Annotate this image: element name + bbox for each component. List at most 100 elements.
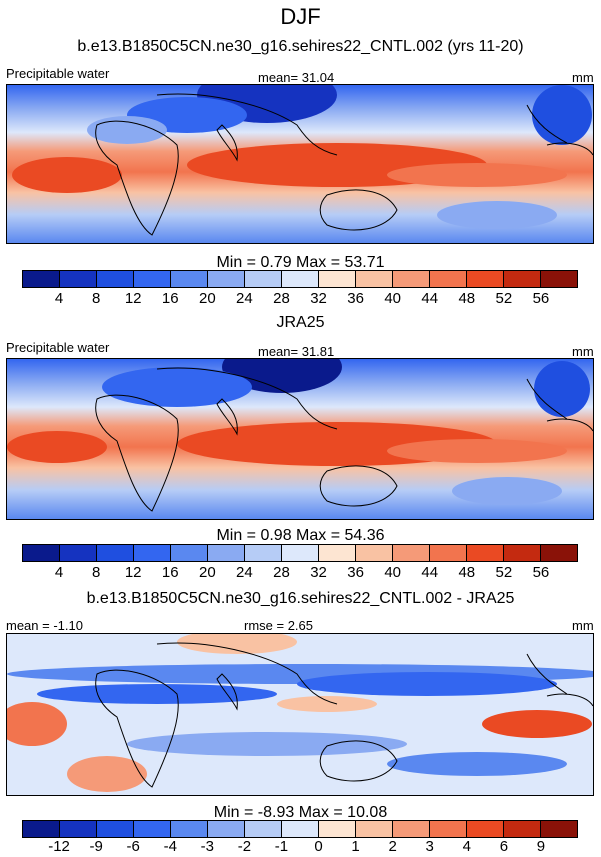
panel2-dry-asia <box>102 367 252 407</box>
colorbar-box <box>23 545 60 561</box>
colorbar-box <box>356 545 393 561</box>
panel2-dry-southpac <box>452 477 562 505</box>
panel3-coast-asia <box>156 642 338 705</box>
colorbar-tick-label: 2 <box>388 838 397 855</box>
colorbar-box <box>430 821 467 837</box>
colorbar-box <box>356 271 393 287</box>
colorbar-tick-label: 12 <box>124 564 142 581</box>
colorbar-tick-label: -12 <box>48 838 70 855</box>
colorbar-box <box>356 821 393 837</box>
colorbar-tick-label: 32 <box>310 564 327 581</box>
panel1-dry-sahara <box>87 116 167 144</box>
colorbar-tick-label: -2 <box>237 838 252 855</box>
panel3-neg-band-south <box>127 732 407 756</box>
panel2-coast-asia <box>156 367 338 430</box>
colorbar-tick-label: 1 <box>351 838 360 855</box>
colorbar-tick-label: 6 <box>499 838 509 855</box>
colorbar-box <box>282 545 319 561</box>
panel2-wet-africa <box>7 431 107 463</box>
panel1-dry-samerica <box>532 85 592 145</box>
panel2-wet-spcz <box>387 439 567 463</box>
panel1-mean-label: mean= 31.04 <box>258 70 335 85</box>
panel3-pos-arctic <box>177 634 297 654</box>
panel3-coast-africa <box>95 669 179 788</box>
panel3-title: b.e13.B1850C5CN.ne30_g16.sehires22_CNTL.… <box>86 590 515 607</box>
colorbar-box <box>97 821 134 837</box>
panel1-coast-africa <box>95 120 179 236</box>
panel1-colorbar-ticks: 4 8 12 16 20 24 28 32 36 40 44 48 52 56 <box>22 290 578 308</box>
colorbar-box <box>208 271 245 287</box>
colorbar-box <box>134 821 171 837</box>
colorbar-box <box>541 821 577 837</box>
colorbar-tick-label: 36 <box>347 290 364 307</box>
colorbar-tick-label: 56 <box>532 290 550 307</box>
colorbar-box <box>541 545 577 561</box>
colorbar-box <box>245 821 282 837</box>
panel3-colorbar <box>22 820 578 838</box>
colorbar-box <box>504 821 541 837</box>
panel1-wet-spcz <box>387 163 567 187</box>
colorbar-tick-label: -9 <box>89 838 103 855</box>
panel1-dry-southpac <box>437 201 557 229</box>
colorbar-box <box>171 821 208 837</box>
colorbar-box <box>504 545 541 561</box>
panel2-mean-label: mean= 31.81 <box>258 344 335 359</box>
colorbar-tick-label: 8 <box>91 564 101 581</box>
colorbar-box <box>134 271 171 287</box>
colorbar-box <box>245 545 282 561</box>
panel1-title: b.e13.B1850C5CN.ne30_g16.sehires22_CNTL.… <box>77 38 524 55</box>
colorbar-box <box>171 271 208 287</box>
colorbar-tick-label: 12 <box>124 290 142 307</box>
colorbar-box <box>467 821 504 837</box>
panel2-dry-tibet <box>222 359 342 393</box>
colorbar-tick-label: 4 <box>462 838 471 855</box>
colorbar-tick-label: 24 <box>236 290 253 307</box>
panel2-colorbar-ticks: 4 8 12 16 20 24 28 32 36 40 44 48 52 56 <box>22 564 578 582</box>
panel1-map <box>6 84 594 244</box>
colorbar-box <box>319 271 356 287</box>
colorbar-box <box>430 545 467 561</box>
colorbar-tick-label: 9 <box>536 838 546 855</box>
panel2-coast-samerica <box>526 378 593 432</box>
colorbar-tick-label: -1 <box>274 838 289 855</box>
colorbar-tick-label: -6 <box>126 838 140 855</box>
panel3-coast-australia <box>319 740 398 782</box>
colorbar-tick-label: 4 <box>54 290 64 307</box>
colorbar-tick-label: 0 <box>314 838 323 855</box>
panel3-coast-samerica <box>526 653 593 707</box>
colorbar-tick-label: 28 <box>273 564 290 581</box>
panel3-coast-india <box>216 673 238 711</box>
panel3-pos-india <box>277 696 377 712</box>
colorbar-tick-label: 40 <box>384 290 401 307</box>
colorbar-tick-label: 40 <box>384 564 401 581</box>
colorbar-box <box>134 545 171 561</box>
colorbar-tick-label: 24 <box>236 564 253 581</box>
colorbar-tick-label: 8 <box>91 290 101 307</box>
colorbar-box <box>319 545 356 561</box>
colorbar-box <box>60 545 97 561</box>
main-title: DJF <box>280 4 321 29</box>
panel1-map-svg <box>7 85 593 243</box>
colorbar-box <box>393 545 430 561</box>
colorbar-box <box>60 271 97 287</box>
panel2-map <box>6 358 594 520</box>
colorbar-tick-label: 20 <box>198 290 216 307</box>
panel2-map-svg <box>7 359 593 519</box>
colorbar-box <box>60 821 97 837</box>
colorbar-box <box>282 271 319 287</box>
colorbar-box <box>467 271 504 287</box>
colorbar-tick-label: 52 <box>495 290 513 307</box>
colorbar-tick-label: 28 <box>273 290 290 307</box>
colorbar-box <box>171 545 208 561</box>
panel1-colorbar <box>22 270 578 288</box>
colorbar-box <box>393 821 430 837</box>
colorbar-box <box>319 821 356 837</box>
colorbar-box <box>430 271 467 287</box>
panel2-title: JRA25 <box>276 314 325 331</box>
colorbar-tick-label: 36 <box>347 564 364 581</box>
panel1-minmax: Min = 0.79 Max = 53.71 <box>216 254 385 271</box>
panel2-minmax: Min = 0.98 Max = 54.36 <box>216 527 385 544</box>
panel3-map-svg <box>7 634 593 795</box>
colorbar-tick-label: 4 <box>54 564 64 581</box>
colorbar-tick-label: 16 <box>161 290 179 307</box>
